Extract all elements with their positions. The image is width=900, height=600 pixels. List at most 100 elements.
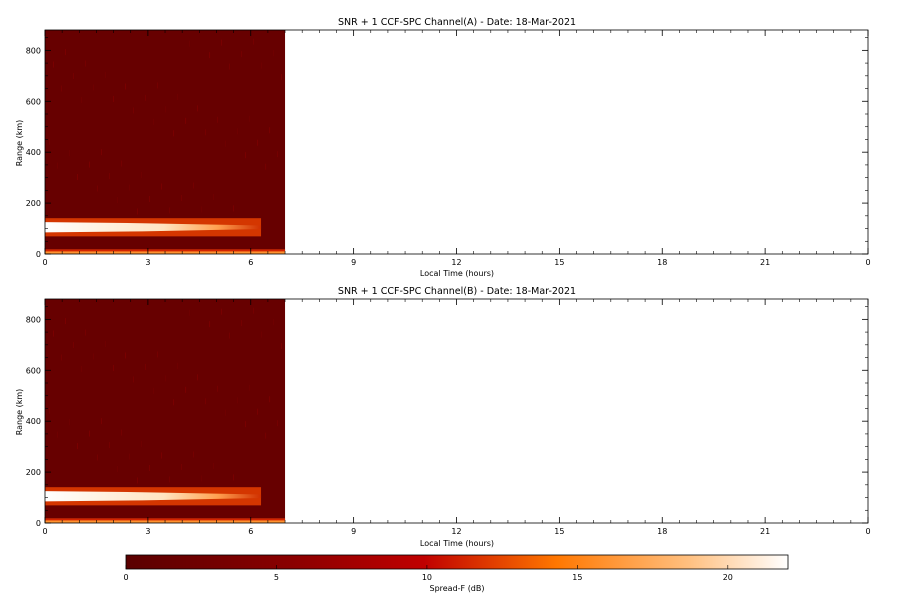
noise-speck xyxy=(77,443,79,450)
ground-clutter-edge xyxy=(45,518,286,521)
noise-speck xyxy=(225,409,227,416)
noise-speck xyxy=(113,364,115,371)
echo-layer xyxy=(45,222,262,233)
noise-speck xyxy=(245,152,247,159)
noise-speck xyxy=(125,83,127,90)
x-tick-label: 6 xyxy=(248,258,253,267)
x-tick-label: 0 xyxy=(42,258,47,267)
noise-speck xyxy=(101,149,103,156)
noise-speck xyxy=(193,451,195,458)
x-tick-label: 18 xyxy=(657,258,667,267)
noise-speck xyxy=(201,475,203,482)
noise-speck xyxy=(69,419,71,426)
noise-speck xyxy=(273,50,275,57)
y-tick-label: 0 xyxy=(36,250,41,259)
noise-speck xyxy=(249,115,251,122)
panel-a: SNR + 1 CCF-SPC Channel(A) - Date: 18-Ma… xyxy=(15,17,871,278)
noise-speck xyxy=(257,408,259,415)
noise-speck xyxy=(85,329,87,336)
x-tick-label: 21 xyxy=(760,258,770,267)
noise-speck xyxy=(213,193,215,200)
noise-speck xyxy=(177,93,179,100)
noise-speck xyxy=(237,128,239,135)
noise-speck xyxy=(169,207,171,214)
noise-speck xyxy=(97,454,99,461)
y-tick-label: 200 xyxy=(26,199,41,208)
y-tick-label: 600 xyxy=(26,97,41,106)
noise-speck xyxy=(209,321,211,328)
noise-speck xyxy=(113,95,115,102)
x-tick-label: 12 xyxy=(451,527,461,536)
noise-speck xyxy=(109,173,111,180)
noise-speck xyxy=(61,354,63,361)
x-axis-label: Local Time (hours) xyxy=(420,269,494,278)
noise-speck xyxy=(77,174,79,181)
noise-speck xyxy=(281,343,283,350)
noise-speck xyxy=(141,172,143,179)
noise-speck xyxy=(137,208,139,215)
noise-speck xyxy=(145,94,147,101)
noise-speck xyxy=(53,330,55,337)
noise-speck xyxy=(97,185,99,192)
noise-speck xyxy=(237,397,239,404)
noise-speck xyxy=(241,320,243,327)
noise-speck xyxy=(201,206,203,213)
x-axis-label: Local Time (hours) xyxy=(420,539,494,548)
noise-speck xyxy=(209,52,211,59)
noise-speck xyxy=(81,365,83,372)
colorbar-tick-label: 0 xyxy=(123,573,128,582)
y-tick-label: 400 xyxy=(26,417,41,426)
chart-title: SNR + 1 CCF-SPC Channel(A) - Date: 18-Ma… xyxy=(338,17,576,28)
colorbar-ticks: 0 5 10 15 20 xyxy=(123,565,733,582)
colorbar-tick-label: 5 xyxy=(274,573,279,582)
noise-speck xyxy=(205,398,207,405)
x-tick-label: 12 xyxy=(451,258,461,267)
noise-speck xyxy=(73,73,75,80)
noise-speck xyxy=(161,452,163,459)
noise-speck xyxy=(197,374,199,381)
data-region xyxy=(45,30,286,254)
noise-speck xyxy=(129,453,131,460)
noise-speck xyxy=(221,39,223,46)
noise-speck xyxy=(105,72,107,78)
colorbar-label: Spread-F (dB) xyxy=(429,584,484,593)
noise-speck xyxy=(205,129,207,136)
noise-speck xyxy=(105,341,107,347)
noise-speck xyxy=(69,150,71,157)
noise-speck xyxy=(133,107,135,114)
noise-speck xyxy=(261,331,263,338)
noise-speck xyxy=(49,138,51,145)
y-tick-label: 0 xyxy=(36,519,41,528)
noise-speck xyxy=(217,116,219,123)
noise-speck xyxy=(177,362,179,369)
noise-speck xyxy=(273,319,275,326)
noise-speck xyxy=(169,476,171,483)
noise-speck xyxy=(153,387,155,394)
noise-speck xyxy=(117,465,119,472)
data-region xyxy=(45,299,286,523)
x-tick-label: 3 xyxy=(145,258,150,267)
y-axis-label: Range (km) xyxy=(15,120,24,167)
noise-speck xyxy=(269,127,271,134)
noise-speck xyxy=(253,38,255,45)
x-tick-label: 9 xyxy=(351,258,356,267)
noise-speck xyxy=(89,430,91,437)
x-tick-label: 21 xyxy=(760,527,770,536)
noise-speck xyxy=(277,420,279,427)
noise-speck xyxy=(93,353,95,360)
noise-speck xyxy=(125,352,127,359)
noise-speck xyxy=(173,399,175,406)
noise-speck xyxy=(53,61,55,68)
noise-speck xyxy=(121,160,123,167)
noise-speck xyxy=(65,49,67,56)
noise-speck xyxy=(245,421,247,428)
x-tick-label: 0 xyxy=(865,258,870,267)
noise-speck xyxy=(229,332,231,339)
noise-speck xyxy=(117,196,119,203)
noise-speck xyxy=(257,139,259,146)
noise-speck xyxy=(109,442,111,449)
y-tick-label: 800 xyxy=(26,46,41,55)
